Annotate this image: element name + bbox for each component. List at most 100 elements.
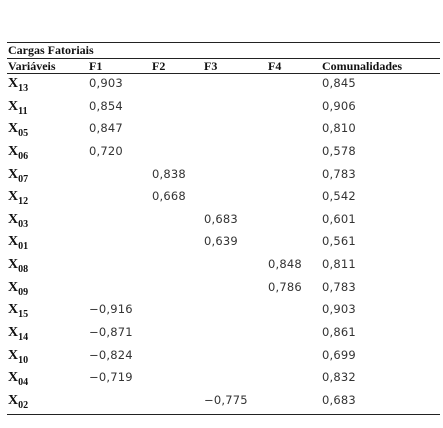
loading-cell-f3: −0,775 bbox=[204, 392, 248, 407]
variable-index: 08 bbox=[18, 264, 29, 276]
header-variables: Variáveis bbox=[8, 59, 56, 73]
table-row: X05 0,847 0,810 bbox=[7, 119, 440, 142]
communality-cell: 0,699 bbox=[322, 347, 356, 362]
communality-cell: 0,601 bbox=[322, 211, 356, 226]
variable-symbol: X bbox=[8, 392, 19, 408]
table-row: X01 0,639 0,561 bbox=[7, 232, 440, 255]
variable-index: 11 bbox=[18, 105, 28, 117]
table-title: Cargas Fatoriais bbox=[8, 43, 94, 57]
variable-symbol: X bbox=[8, 302, 19, 318]
table-row: X13 0,903 0,845 bbox=[7, 74, 440, 97]
header-f2: F2 bbox=[152, 59, 166, 73]
header-f1: F1 bbox=[89, 59, 103, 73]
variable-label: X01 bbox=[8, 234, 29, 253]
variable-index: 01 bbox=[18, 241, 29, 253]
loading-cell-f2: 0,838 bbox=[152, 166, 186, 181]
variable-symbol: X bbox=[8, 370, 19, 386]
variable-label: X02 bbox=[8, 392, 29, 411]
communality-cell: 0,783 bbox=[322, 279, 356, 294]
variable-index: 05 bbox=[18, 128, 29, 140]
variable-label: X11 bbox=[8, 98, 28, 117]
communality-cell: 0,578 bbox=[322, 143, 356, 158]
variable-label: X13 bbox=[8, 76, 29, 94]
table-row: X03 0,683 0,601 bbox=[7, 210, 440, 233]
loading-cell-f2: 0,668 bbox=[152, 189, 186, 204]
variable-index: 06 bbox=[18, 150, 29, 162]
table-row: X06 0,720 0,578 bbox=[7, 142, 440, 165]
loading-cell-f3: 0,639 bbox=[204, 234, 238, 249]
variable-symbol: X bbox=[8, 98, 19, 114]
variable-index: 07 bbox=[18, 173, 29, 185]
variable-label: X12 bbox=[8, 189, 29, 208]
communality-cell: 0,861 bbox=[322, 325, 356, 340]
variable-index: 09 bbox=[18, 286, 29, 298]
communality-cell: 0,832 bbox=[322, 370, 356, 385]
loading-cell-f1: −0,916 bbox=[89, 302, 133, 317]
communality-cell: 0,683 bbox=[322, 392, 356, 407]
variable-index: 04 bbox=[18, 377, 29, 389]
variable-index: 10 bbox=[18, 354, 29, 366]
loading-cell-f1: −0,719 bbox=[89, 370, 133, 385]
variable-label: X07 bbox=[8, 166, 29, 185]
communality-cell: 0,810 bbox=[322, 121, 356, 136]
table-row: X07 0,838 0,783 bbox=[7, 165, 440, 188]
variable-index: 02 bbox=[18, 399, 29, 411]
table-row: X14 −0,871 0,861 bbox=[7, 323, 440, 346]
variable-label: X04 bbox=[8, 370, 29, 389]
header-f4: F4 bbox=[268, 59, 282, 73]
table-header: Variáveis F1 F2 F3 F4 Comunalidades bbox=[7, 59, 440, 73]
table-row: X15 −0,916 0,903 bbox=[7, 300, 440, 323]
table-row: X02 −0,775 0,683 bbox=[7, 391, 440, 414]
loading-cell-f1: 0,854 bbox=[89, 98, 123, 113]
communality-cell: 0,906 bbox=[322, 98, 356, 113]
variable-symbol: X bbox=[8, 76, 19, 91]
header-communalities: Comunalidades bbox=[322, 59, 403, 73]
loading-cell-f3: 0,683 bbox=[204, 211, 238, 226]
communality-cell: 0,542 bbox=[322, 189, 356, 204]
table-row: X04 −0,719 0,832 bbox=[7, 368, 440, 391]
loading-cell-f4: 0,786 bbox=[268, 279, 302, 294]
communality-cell: 0,561 bbox=[322, 234, 356, 249]
variable-index: 13 bbox=[18, 83, 29, 94]
table-row: X12 0,668 0,542 bbox=[7, 187, 440, 210]
variable-label: X08 bbox=[8, 257, 29, 276]
variable-label: X15 bbox=[8, 302, 29, 321]
variable-label: X05 bbox=[8, 121, 29, 140]
variable-symbol: X bbox=[8, 347, 19, 363]
variable-symbol: X bbox=[8, 121, 19, 137]
title-rule bbox=[7, 58, 440, 59]
loading-cell-f4: 0,848 bbox=[268, 257, 302, 272]
loading-cell-f1: 0,903 bbox=[89, 76, 123, 90]
bottom-rule bbox=[7, 413, 440, 415]
variable-symbol: X bbox=[8, 189, 19, 205]
variable-symbol: X bbox=[8, 234, 19, 250]
variable-index: 03 bbox=[18, 218, 29, 230]
loading-cell-f1: 0,847 bbox=[89, 121, 123, 136]
communality-cell: 0,903 bbox=[322, 302, 356, 317]
variable-label: X03 bbox=[8, 211, 29, 230]
table-row: X10 −0,824 0,699 bbox=[7, 346, 440, 369]
variable-symbol: X bbox=[8, 166, 19, 182]
variable-symbol: X bbox=[8, 211, 19, 227]
table-row: X08 0,848 0,811 bbox=[7, 255, 440, 278]
variable-symbol: X bbox=[8, 279, 19, 295]
communality-cell: 0,845 bbox=[322, 76, 356, 90]
variable-symbol: X bbox=[8, 325, 19, 341]
top-rule bbox=[7, 42, 440, 43]
variable-index: 12 bbox=[18, 196, 29, 208]
communality-cell: 0,811 bbox=[322, 257, 356, 272]
table-body: X13 0,903 0,845 X11 0,854 0,906 X05 0,847 0,810 X… bbox=[7, 74, 440, 414]
communality-cell: 0,783 bbox=[322, 166, 356, 181]
table-row: X09 0,786 0,783 bbox=[7, 278, 440, 301]
factor-loadings-table: Cargas Fatoriais Variáveis F1 F2 F3 F4 C… bbox=[7, 42, 440, 415]
variable-index: 14 bbox=[18, 332, 29, 344]
header-rule bbox=[7, 73, 440, 74]
table-row: X11 0,854 0,906 bbox=[7, 97, 440, 120]
variable-label: X10 bbox=[8, 347, 29, 366]
variable-index: 15 bbox=[18, 309, 29, 321]
variable-label: X14 bbox=[8, 325, 29, 344]
loading-cell-f1: −0,824 bbox=[89, 347, 133, 362]
loading-cell-f1: −0,871 bbox=[89, 325, 133, 340]
variable-label: X06 bbox=[8, 144, 29, 162]
variable-symbol: X bbox=[8, 257, 19, 273]
